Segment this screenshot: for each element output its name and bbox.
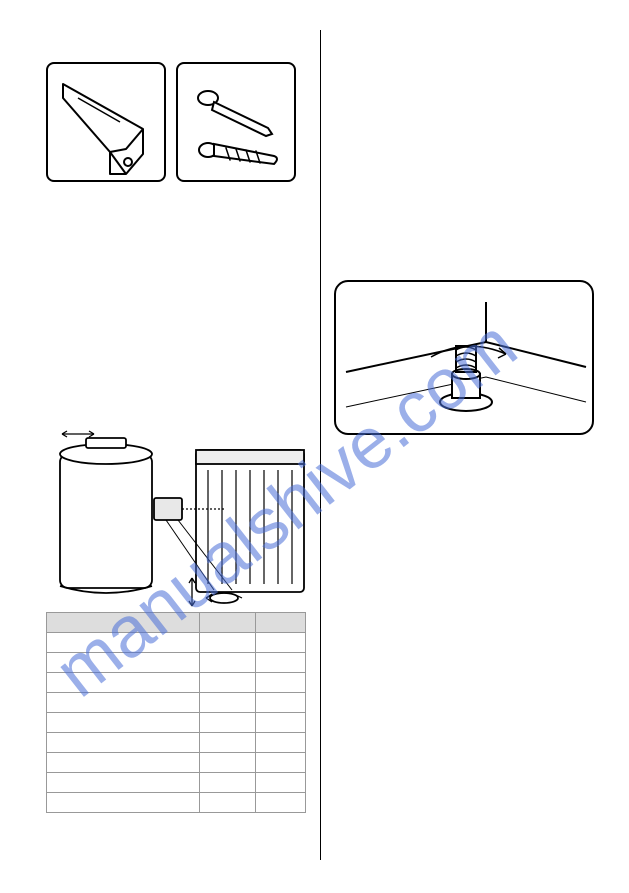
table-header-cell: [256, 613, 306, 633]
table-row: [47, 633, 306, 653]
table-row: [47, 733, 306, 753]
adjustable-foot-panel: [334, 280, 594, 435]
appliance-diagram-svg: [46, 428, 306, 612]
table-row: [47, 673, 306, 693]
appliance-diagram: [46, 428, 306, 612]
page-root: manualshive.com: [0, 0, 629, 893]
table-row: [47, 753, 306, 773]
screw-anchor-icon: [178, 64, 298, 184]
table-header-cell: [47, 613, 200, 633]
screw-anchor-panel: [176, 62, 296, 182]
table-row: [47, 773, 306, 793]
spec-table: [46, 612, 306, 813]
table-row: [47, 713, 306, 733]
table-row: [47, 793, 306, 813]
bracket-icon: [48, 64, 168, 184]
table-header-cell: [200, 613, 256, 633]
table-row: [47, 693, 306, 713]
table-header-row: [47, 613, 306, 633]
table-row: [47, 653, 306, 673]
bracket-panel: [46, 62, 166, 182]
adjustable-foot-icon: [336, 282, 596, 437]
column-divider: [320, 30, 321, 860]
